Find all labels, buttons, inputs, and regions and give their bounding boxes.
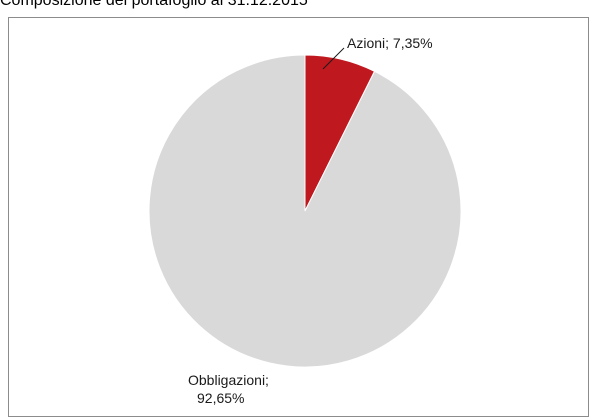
pie-chart: Azioni; 7,35% Obbligazioni; 92,65%: [148, 35, 462, 405]
leader-line-azioni: [322, 47, 345, 70]
data-label-obbligazioni-name: Obbligazioni;: [188, 372, 269, 388]
chart-title: Composizione del portafoglio al 31.12.20…: [0, 0, 308, 9]
pie-slice-obbligazioni: [148, 54, 462, 368]
data-label-azioni: Azioni; 7,35%: [347, 35, 433, 51]
data-label-obbligazioni-value: 92,65%: [197, 390, 244, 405]
pie-slices: [148, 54, 462, 368]
